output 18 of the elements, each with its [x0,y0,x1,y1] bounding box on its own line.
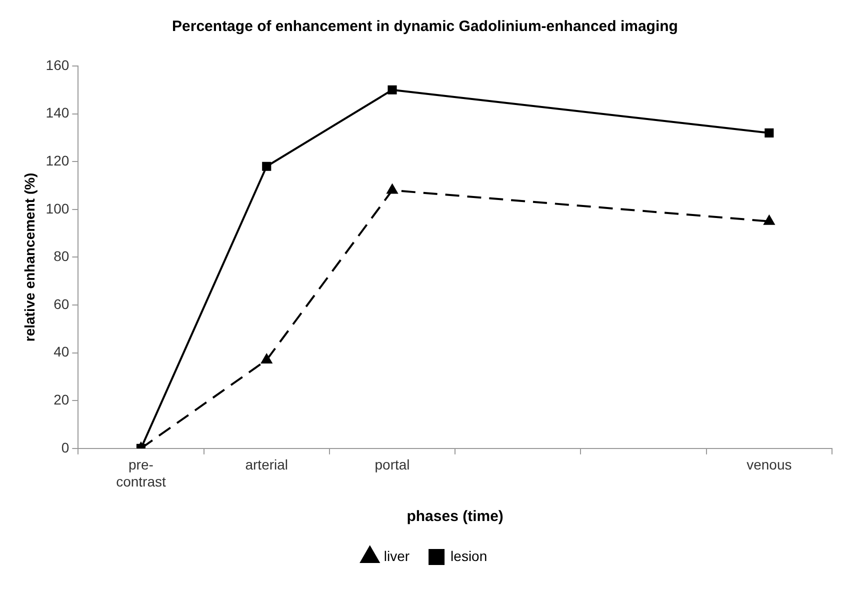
x-tick-label: portal [374,456,410,473]
y-tick-label: 80 [54,248,70,264]
x-tick-label: arterial [245,456,288,473]
legend-label: lesion [450,548,488,564]
y-tick-label: 160 [46,56,70,73]
y-tick-label: 0 [61,439,70,456]
y-tick-label: 60 [54,296,70,312]
x-axis-title: phases (time) [406,508,504,526]
y-tick-label: 20 [54,391,70,408]
legend-label: liver [384,548,410,564]
y-tick-label: 100 [46,200,70,216]
y-axis-title: relative enhancement (%) [21,172,38,342]
x-tick-label: pre-contrast [116,456,166,490]
chart-title: Percentage of enhancement in dynamic Gadolinium-enhanced imaging [172,18,678,36]
y-tick-label: 140 [46,104,70,121]
y-tick-label: 120 [46,152,70,168]
x-tick-label: venous [746,456,792,473]
y-tick-label: 40 [54,344,70,360]
